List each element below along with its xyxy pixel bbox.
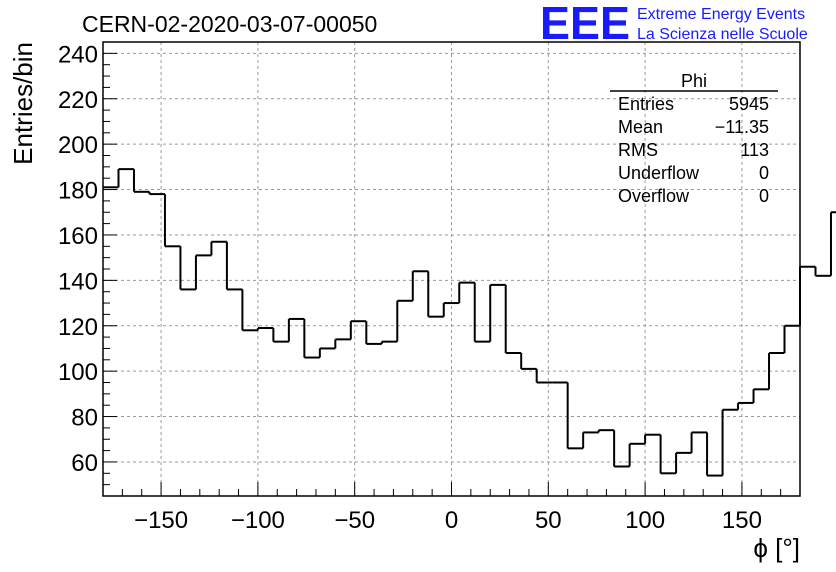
chart-title: CERN-02-2020-03-07-00050 xyxy=(82,11,377,37)
logo-line1: Extreme Energy Events xyxy=(637,6,805,23)
stats-label-overflow: Overflow xyxy=(618,186,690,206)
stats-value-mean: −11.35 xyxy=(715,117,769,137)
y-tick-label: 120 xyxy=(58,314,98,341)
stats-name: Phi xyxy=(681,71,707,91)
y-tick-label: 80 xyxy=(71,405,98,432)
histogram-series xyxy=(103,168,836,477)
stats-label-rms: RMS xyxy=(618,140,658,160)
axis-ticks xyxy=(102,52,801,496)
y-tick-label: 180 xyxy=(58,178,98,205)
stats-label-underflow: Underflow xyxy=(618,163,700,183)
x-tick-label: −150 xyxy=(134,507,188,534)
x-tick-label: −100 xyxy=(231,507,285,534)
x-tick-label: −50 xyxy=(334,507,375,534)
y-tick-label: 220 xyxy=(58,87,98,114)
logo-mark: EEE xyxy=(540,0,630,49)
stats-value-overflow: 0 xyxy=(759,186,769,206)
stats-value-entries: 5945 xyxy=(729,94,769,114)
stats-label-entries: Entries xyxy=(618,94,674,114)
y-tick-label: 200 xyxy=(58,132,98,159)
tick-labels: −150 −100 −50 0 50 100 150 60 80 100 120 140 160 180 2… xyxy=(58,41,762,534)
x-tick-label: 150 xyxy=(722,507,762,534)
y-tick-label: 60 xyxy=(71,450,98,477)
y-tick-label: 100 xyxy=(58,359,98,386)
y-tick-label: 240 xyxy=(58,41,98,68)
stats-box: Phi Entries 5945 Mean −11.35 RMS 113 Und… xyxy=(610,71,778,206)
eee-logo: EEE Extreme Energy Events La Scienza nel… xyxy=(540,0,808,49)
y-tick-label: 140 xyxy=(58,268,98,295)
x-tick-label: 0 xyxy=(445,507,458,534)
x-tick-label: 50 xyxy=(535,507,562,534)
stats-value-underflow: 0 xyxy=(759,163,769,183)
y-axis-label: Entries/bin xyxy=(8,42,38,165)
stats-label-mean: Mean xyxy=(618,117,663,137)
grid-lines xyxy=(103,42,800,496)
y-tick-label: 160 xyxy=(58,223,98,250)
x-tick-label: 100 xyxy=(625,507,665,534)
logo-line2: La Scienza nelle Scuole xyxy=(637,26,808,43)
stats-value-rms: 113 xyxy=(740,140,769,160)
x-axis-label: ϕ [°] xyxy=(753,533,800,563)
